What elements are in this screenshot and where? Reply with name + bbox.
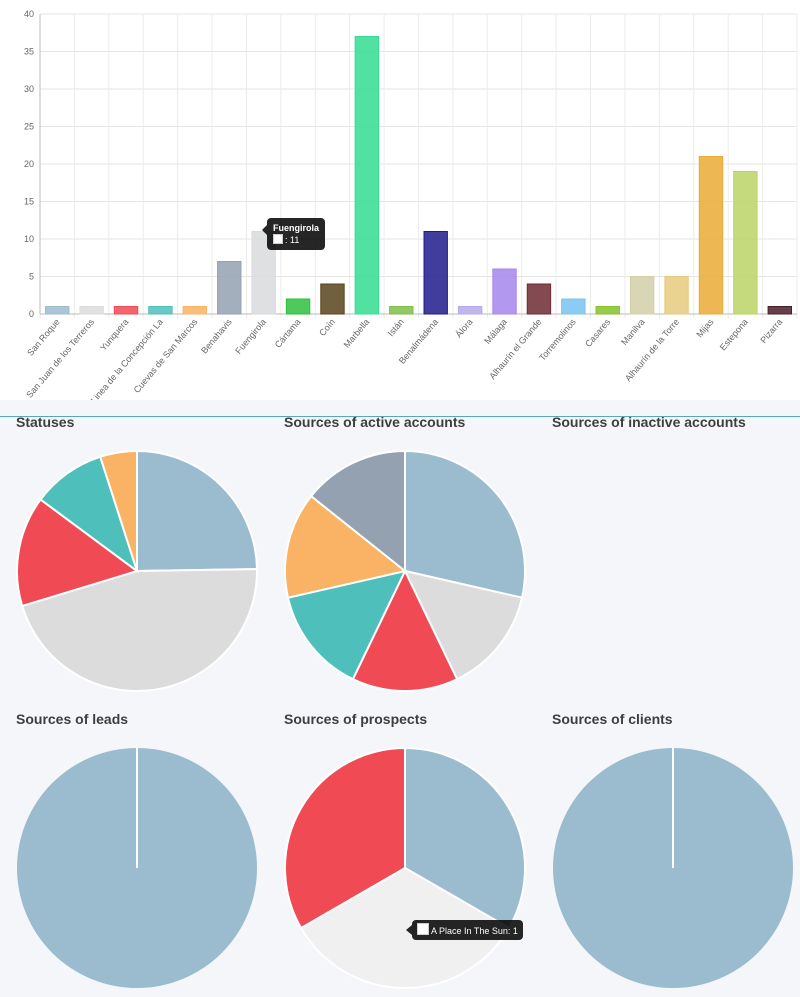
x-tick-label: Coín [317, 317, 337, 338]
x-tick-label: Fuengirola [233, 317, 268, 356]
x-tick-label: Marbella [342, 317, 372, 350]
bar-marbella[interactable] [354, 36, 380, 315]
bar-san-juan-de-los-terreros[interactable] [79, 306, 104, 315]
bar-co-n[interactable] [320, 283, 345, 315]
pie-title-statuses: Statuses [16, 414, 75, 430]
bar-manilva[interactable] [629, 276, 655, 315]
bar--lora[interactable] [457, 306, 483, 315]
y-tick-label: 5 [29, 272, 34, 282]
x-tick-label: Casares [583, 316, 613, 348]
x-tick-label: Linea de la Concepción La [89, 317, 165, 400]
pie-slice[interactable] [286, 569, 407, 681]
bar-ist-n[interactable] [389, 306, 414, 315]
pie-slice[interactable] [284, 746, 406, 930]
bar-estepona[interactable] [733, 171, 758, 315]
x-tick-label: Álora [453, 317, 474, 340]
pie-slice[interactable] [99, 449, 138, 572]
pie-chart-active-accounts [284, 449, 526, 692]
bar-cuevas-de-san-marcos[interactable] [182, 306, 208, 315]
y-tick-label: 10 [24, 234, 34, 244]
pie-title-active-accounts: Sources of active accounts [284, 414, 466, 430]
bar-alhaur-n-de-la-torre[interactable] [664, 276, 689, 315]
section-divider [0, 416, 800, 417]
pie-title-leads: Sources of leads [16, 711, 129, 727]
pie-slice[interactable] [136, 449, 259, 573]
prospects-tooltip-label: A Place In The Sun: 1 [431, 926, 518, 936]
bar-alhaur-n-el-grande[interactable] [526, 283, 552, 315]
x-tick-label: Manilva [619, 317, 647, 347]
x-tick-label: San Roque [25, 317, 62, 358]
bar-m-laga[interactable] [492, 268, 517, 315]
pie-chart-inactive-accounts [540, 430, 800, 710]
x-tick-label: Yunquera [98, 317, 130, 353]
x-tick-label: Estepona [718, 317, 750, 353]
bar-yunquera[interactable] [113, 306, 139, 315]
pie-chart-leads [17, 748, 257, 988]
bar-chart-panel: 0 5 10 15 20 25 30 35 40 San Roque San Juan de los… [0, 0, 800, 405]
prospects-tooltip-swatch [417, 923, 429, 935]
bar-casares[interactable] [595, 306, 620, 315]
x-tick-label: Istán [386, 317, 406, 338]
y-tick-label: 35 [24, 47, 34, 57]
pie-chart-statuses [16, 449, 259, 692]
x-tick-label: Málaga [482, 317, 509, 346]
x-tick-label: San Juan de los Terreros [24, 316, 96, 399]
pie-slice[interactable] [284, 494, 408, 599]
prospects-tooltip-arrow [406, 925, 412, 935]
bar-c-rtama[interactable] [285, 298, 311, 315]
x-tick-label: Benahavis [199, 316, 234, 355]
bar-benahavis[interactable] [217, 261, 242, 315]
bar-pizarra[interactable] [767, 306, 792, 315]
bar-mijas[interactable] [698, 156, 724, 315]
x-tick-label: Cártama [273, 317, 303, 350]
bar-tooltip-title: Fuengirola [273, 223, 320, 233]
bar-linea-de-la-concepci-n-la[interactable] [148, 306, 173, 315]
bar-san-roque[interactable] [45, 306, 70, 315]
bar-tooltip: Fuengirola : 11 [267, 218, 326, 250]
pie-slice[interactable] [309, 449, 406, 574]
pie-title-clients: Sources of clients [552, 711, 673, 727]
pie-slice[interactable] [403, 569, 524, 681]
bar-tooltip-swatch [273, 234, 283, 244]
prospects-tooltip: A Place In The Sun: 1 [412, 920, 523, 940]
x-tick-label: Pizarra [758, 317, 784, 345]
pie-slice[interactable] [39, 455, 139, 574]
bar-tooltip-label: : 11 [285, 235, 300, 245]
pie-chart-prospects [284, 746, 526, 989]
pie-chart-clients [553, 748, 793, 988]
bar-tooltip-arrow [262, 225, 267, 235]
pie-title-prospects: Sources of prospects [284, 711, 428, 727]
y-tick-label: 30 [24, 84, 34, 94]
y-tick-label: 20 [24, 159, 34, 169]
pie-title-inactive-accounts: Sources of inactive accounts [552, 414, 746, 430]
y-tick-label: 0 [29, 309, 34, 319]
y-tick-label: 25 [24, 122, 34, 132]
pie-slice[interactable] [404, 449, 526, 599]
y-tick-label: 15 [24, 197, 34, 207]
pie-slice[interactable] [20, 568, 258, 692]
y-tick-label: 40 [24, 9, 34, 19]
pie-slice[interactable] [299, 866, 511, 989]
bar-torremolinos[interactable] [561, 298, 586, 315]
bar-benalm-dena[interactable] [423, 231, 448, 315]
pie-slice[interactable] [351, 568, 459, 692]
x-tick-label: Mijas [694, 316, 715, 339]
x-tick-label: Cuevas de San Marcos [132, 316, 200, 394]
pie-slice[interactable] [404, 746, 526, 930]
pie-slice[interactable] [16, 498, 140, 608]
